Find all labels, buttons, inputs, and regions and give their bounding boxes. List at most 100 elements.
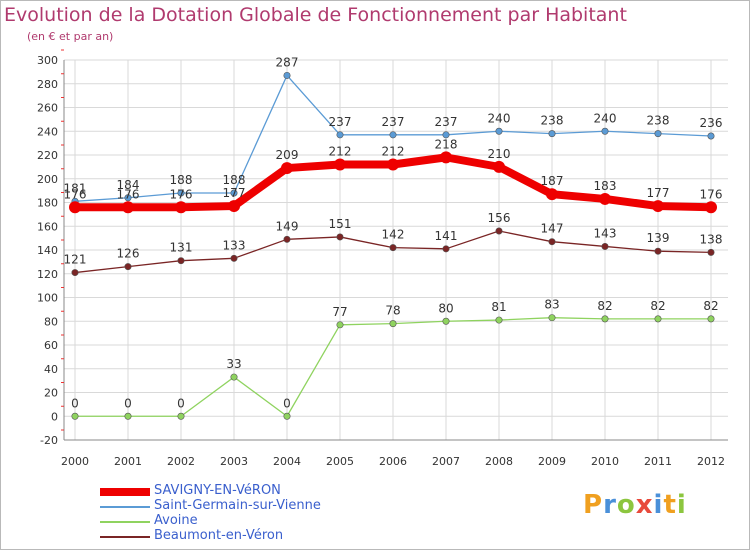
legend-label: SAVIGNY-EN-VéRON	[154, 483, 281, 498]
data-label: 212	[329, 145, 352, 159]
data-label: 236	[700, 116, 723, 130]
data-label: 237	[382, 115, 405, 129]
data-point	[177, 189, 185, 197]
legend-swatch	[100, 506, 150, 508]
x-tick-label: 2001	[114, 455, 142, 468]
logo-letter: i	[653, 490, 664, 520]
data-label: 218	[435, 137, 458, 151]
data-label: 149	[276, 219, 299, 233]
data-point	[69, 201, 81, 214]
data-label: 138	[700, 232, 723, 246]
data-label: 156	[488, 211, 511, 225]
data-label: 141	[435, 229, 458, 243]
data-label: 0	[177, 396, 185, 410]
x-tick-label: 2004	[273, 455, 301, 468]
data-label: 240	[488, 111, 511, 125]
data-label: 0	[283, 396, 291, 410]
data-label: 82	[703, 299, 718, 313]
data-label: 81	[491, 300, 506, 314]
data-point	[177, 257, 185, 265]
data-point	[336, 321, 344, 329]
y-tick-label: -20	[40, 434, 58, 447]
legend-label: Avoine	[154, 513, 198, 528]
data-point	[228, 200, 240, 213]
data-point	[442, 245, 450, 253]
logo-letter: i	[676, 490, 687, 520]
x-tick-label: 2000	[61, 455, 89, 468]
legend-swatch	[100, 521, 150, 523]
data-point	[389, 244, 397, 252]
y-tick-label: 240	[37, 125, 58, 138]
data-point	[442, 317, 450, 325]
data-point	[177, 412, 185, 420]
y-tick-label: 280	[37, 78, 58, 91]
x-tick-label: 2010	[591, 455, 619, 468]
data-point	[707, 248, 715, 256]
data-point	[705, 201, 717, 214]
data-label: 147	[541, 222, 564, 236]
data-label: 131	[170, 241, 193, 255]
x-tick-label: 2012	[697, 455, 725, 468]
data-label: 176	[170, 187, 193, 201]
y-tick-label: 220	[37, 149, 58, 162]
y-tick-label: 160	[37, 220, 58, 233]
data-label: 0	[124, 396, 132, 410]
data-point	[599, 192, 611, 205]
logo-letter: x	[635, 490, 654, 520]
logo-letter: P	[583, 490, 604, 520]
y-tick-label: 200	[37, 173, 58, 186]
x-tick-label: 2003	[220, 455, 248, 468]
data-label: 188	[170, 173, 193, 187]
data-label: 142	[382, 228, 405, 242]
data-point	[71, 269, 79, 277]
x-tick-label: 2009	[538, 455, 566, 468]
legend-label: Saint-Germain-sur-Vienne	[154, 498, 321, 513]
data-point	[336, 131, 344, 139]
data-point	[707, 315, 715, 323]
data-label: 177	[223, 186, 246, 200]
data-point	[389, 320, 397, 328]
data-label: 33	[226, 357, 241, 371]
x-tick-label: 2011	[644, 455, 672, 468]
data-label: 212	[382, 145, 405, 159]
data-point	[601, 127, 609, 135]
x-tick-label: 2002	[167, 455, 195, 468]
legend-label: Beaumont-en-Véron	[154, 528, 284, 543]
data-point	[124, 194, 132, 202]
data-label: 181	[64, 181, 87, 195]
y-tick-label: 80	[44, 315, 58, 328]
data-label: 176	[700, 187, 723, 201]
data-point	[336, 233, 344, 241]
data-label: 183	[594, 179, 617, 193]
data-label: 176	[117, 187, 140, 201]
data-point	[281, 162, 293, 175]
y-tick-label: 120	[37, 268, 58, 281]
chart-subtitle: (en € et par an)	[27, 30, 114, 43]
legend-swatch	[100, 536, 150, 538]
data-label: 82	[597, 299, 612, 313]
x-tick-label: 2006	[379, 455, 407, 468]
data-point	[707, 132, 715, 140]
data-label: 238	[647, 114, 670, 128]
y-tick-label: 100	[37, 292, 58, 305]
y-tick-label: 40	[44, 363, 58, 376]
y-tick-label: 20	[44, 387, 58, 400]
data-label: 80	[438, 301, 453, 315]
chart-legend: SAVIGNY-EN-VéRON Saint-Germain-sur-Vienne…	[100, 483, 360, 544]
data-label: 177	[647, 186, 670, 200]
data-label: 210	[488, 147, 511, 161]
data-point	[495, 227, 503, 235]
logo-letter: t	[663, 490, 677, 520]
logo-letter: o	[616, 490, 636, 520]
x-tick-label: 2008	[485, 455, 513, 468]
legend-item: SAVIGNY-EN-VéRON	[100, 483, 360, 499]
data-label: 82	[650, 299, 665, 313]
x-tick-label: 2005	[326, 455, 354, 468]
data-point	[230, 373, 238, 381]
y-tick-label: 300	[37, 54, 58, 67]
data-point	[495, 316, 503, 324]
data-point	[283, 235, 291, 243]
y-tick-label: 0	[51, 410, 58, 423]
data-label: 151	[329, 217, 352, 231]
